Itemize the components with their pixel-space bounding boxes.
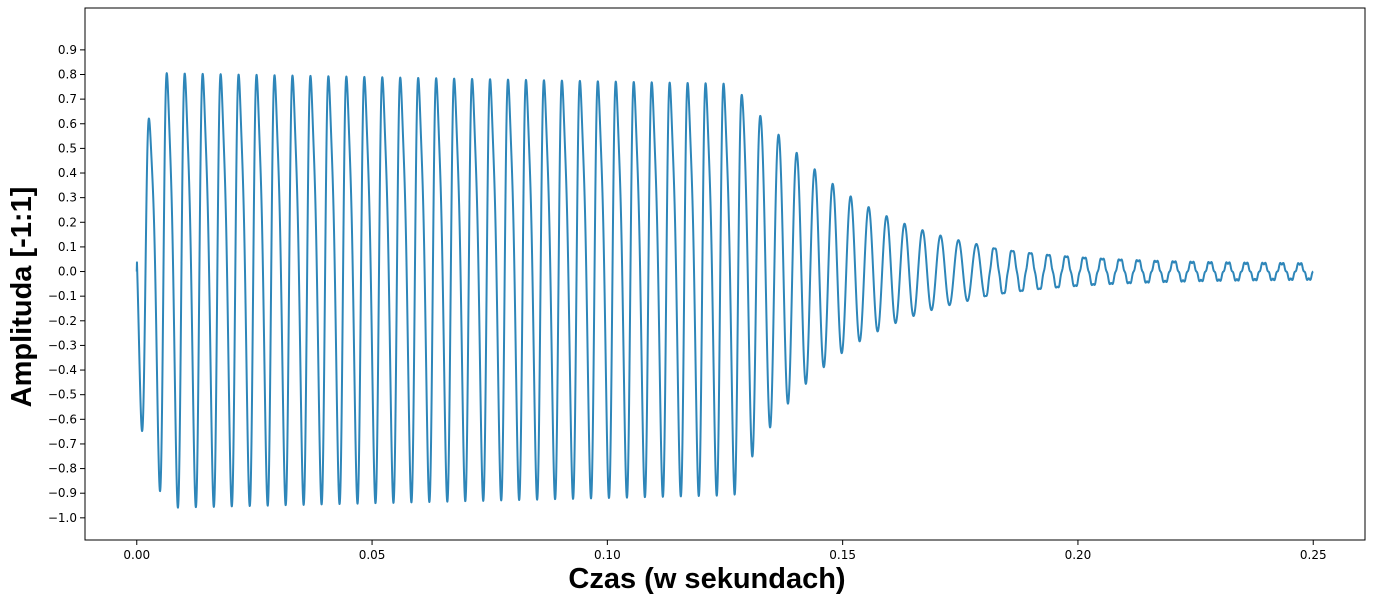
y-tick-label: −0.9 bbox=[48, 486, 77, 500]
y-tick-label: 0.5 bbox=[58, 141, 77, 155]
y-tick-label: 0.7 bbox=[58, 92, 77, 106]
y-tick-label: −1.0 bbox=[48, 511, 77, 525]
x-tick-label: 0.15 bbox=[829, 548, 856, 562]
x-tick-label: 0.25 bbox=[1300, 548, 1327, 562]
y-tick-label: 0.9 bbox=[58, 43, 77, 57]
y-tick-label: 0.0 bbox=[58, 265, 77, 279]
y-tick-label: −0.2 bbox=[48, 314, 77, 328]
x-tick-label: 0.05 bbox=[359, 548, 386, 562]
y-tick-label: −0.3 bbox=[48, 338, 77, 352]
y-tick-label: 0.8 bbox=[58, 68, 77, 82]
y-axis-ticks: −1.0 −0.9 −0.8 −0.7 −0.6 −0.5 −0.4 −0.3 −0.2 −0.1… bbox=[48, 43, 85, 525]
y-tick-label: −0.8 bbox=[48, 462, 77, 476]
y-tick-label: −0.1 bbox=[48, 289, 77, 303]
series-line bbox=[135, 72, 1315, 509]
y-tick-label: −0.4 bbox=[48, 363, 77, 377]
y-tick-label: −0.5 bbox=[48, 388, 77, 402]
x-tick-label: 0.00 bbox=[123, 548, 150, 562]
x-tick-label: 0.20 bbox=[1065, 548, 1092, 562]
y-tick-label: −0.6 bbox=[48, 412, 77, 426]
y-tick-label: 0.3 bbox=[58, 191, 77, 205]
y-tick-label: 0.2 bbox=[58, 215, 77, 229]
x-axis-ticks: 0.00 0.05 0.10 0.15 0.20 0.25 bbox=[123, 540, 1327, 562]
y-tick-label: 0.6 bbox=[58, 117, 77, 131]
y-tick-label: −0.7 bbox=[48, 437, 77, 451]
y-tick-label: 0.1 bbox=[58, 240, 77, 254]
y-axis-title: Amplituda [-1:1] bbox=[6, 187, 38, 408]
x-tick-label: 0.10 bbox=[594, 548, 621, 562]
y-tick-label: 0.4 bbox=[58, 166, 77, 180]
x-axis-title: Czas (w sekundach) bbox=[568, 563, 845, 594]
